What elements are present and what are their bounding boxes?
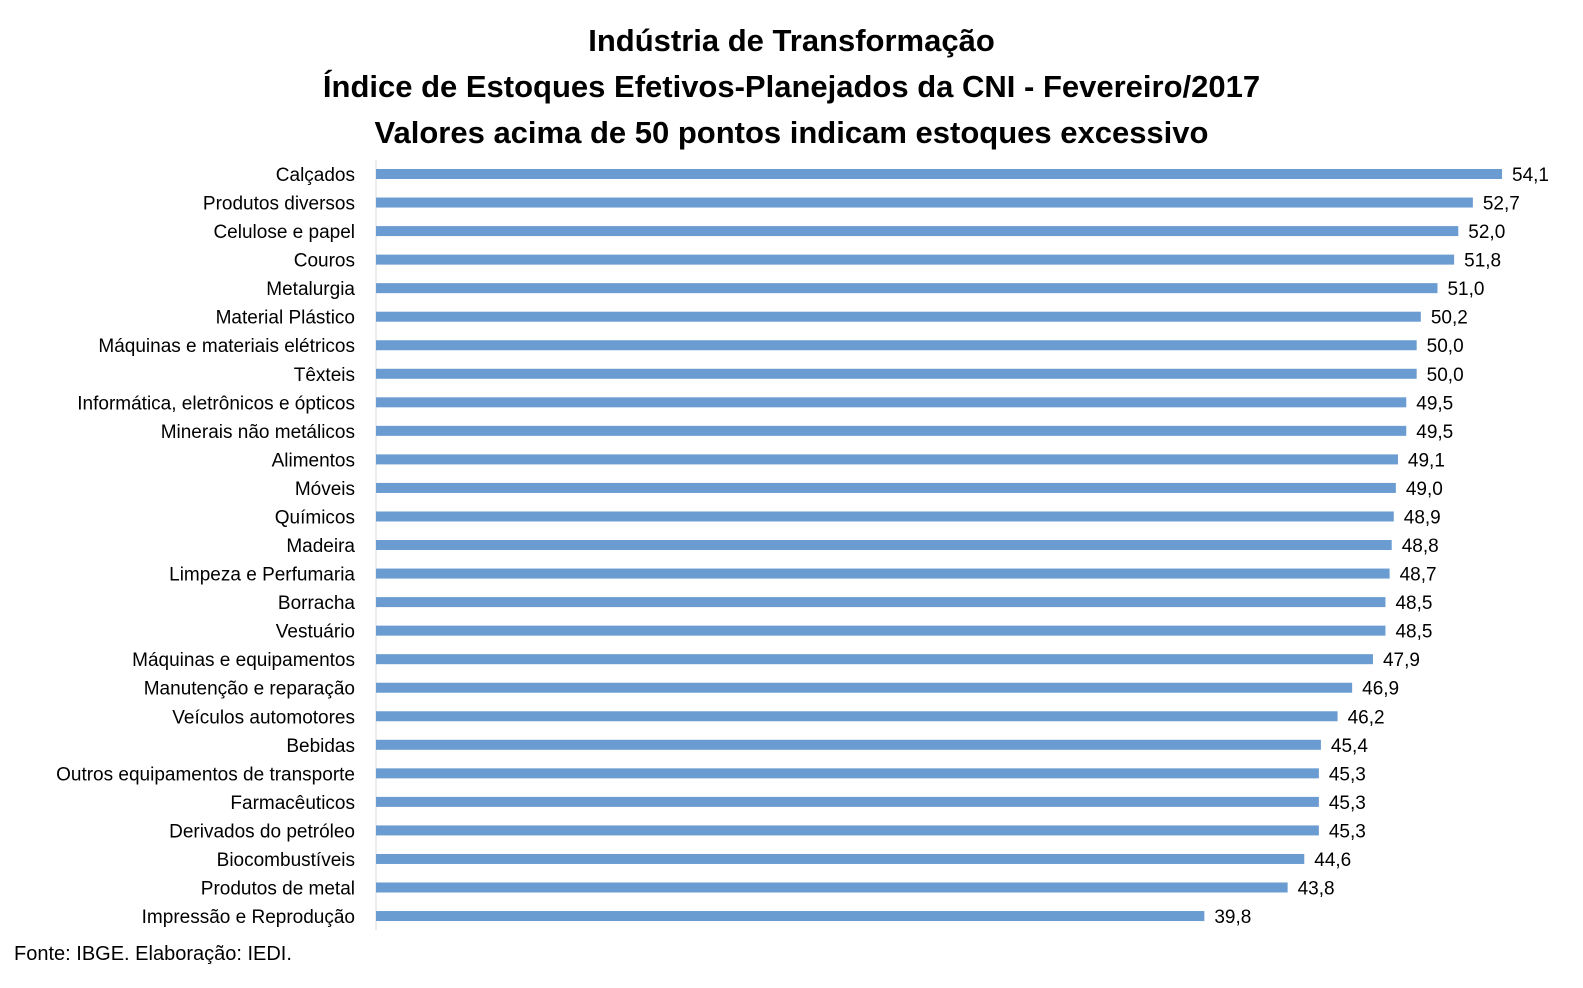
bar bbox=[376, 283, 1438, 294]
category-label: Químicos bbox=[275, 507, 355, 528]
data-label: 49,0 bbox=[1406, 479, 1443, 500]
bar bbox=[376, 511, 1394, 522]
category-label: Calçados bbox=[276, 165, 355, 186]
data-label: 46,9 bbox=[1362, 679, 1399, 700]
source-note: Fonte: IBGE. Elaboração: IEDI. bbox=[14, 943, 292, 965]
data-label: 49,1 bbox=[1408, 450, 1445, 471]
category-label: Informática, eletrônicos e ópticos bbox=[77, 393, 355, 414]
data-label: 48,9 bbox=[1404, 507, 1441, 528]
data-label: 44,6 bbox=[1314, 850, 1351, 871]
bar bbox=[376, 911, 1205, 922]
data-label: 49,5 bbox=[1416, 422, 1453, 443]
category-label: Máquinas e materiais elétricos bbox=[98, 336, 355, 357]
bar bbox=[376, 540, 1392, 551]
bar bbox=[376, 825, 1319, 836]
chart-title-line-3: Valores acima de 50 pontos indicam estoq… bbox=[374, 115, 1209, 150]
chart-title: Indústria de Transformação Índice de Est… bbox=[0, 18, 1583, 156]
bar bbox=[376, 254, 1455, 265]
data-label: 48,7 bbox=[1400, 565, 1437, 586]
bar bbox=[376, 197, 1473, 208]
category-label: Celulose e papel bbox=[213, 222, 355, 243]
category-label: Minerais não metálicos bbox=[161, 422, 355, 443]
data-label: 43,8 bbox=[1298, 879, 1335, 900]
data-label: 48,5 bbox=[1395, 593, 1432, 614]
data-label: 48,5 bbox=[1395, 622, 1432, 643]
bar bbox=[376, 682, 1353, 693]
bar bbox=[376, 853, 1305, 864]
data-label: 47,9 bbox=[1383, 650, 1420, 671]
category-label: Metalurgia bbox=[266, 279, 355, 300]
data-label: 54,1 bbox=[1512, 165, 1549, 186]
chart-title-line-1: Indústria de Transformação bbox=[588, 23, 995, 58]
bar bbox=[376, 796, 1319, 807]
chart-title-line-2: Índice de Estoques Efetivos-Planejados d… bbox=[322, 69, 1261, 104]
data-label: 50,2 bbox=[1431, 308, 1468, 329]
category-label: Biocombustíveis bbox=[217, 850, 355, 871]
data-label: 45,3 bbox=[1329, 764, 1366, 785]
data-label: 48,8 bbox=[1402, 536, 1439, 557]
bar bbox=[376, 625, 1386, 636]
bar bbox=[376, 397, 1407, 408]
category-label: Impressão e Reprodução bbox=[142, 907, 355, 928]
category-label: Material Plástico bbox=[216, 308, 355, 329]
data-label: 51,0 bbox=[1447, 279, 1484, 300]
category-label: Outros equipamentos de transporte bbox=[56, 764, 355, 785]
bar bbox=[376, 654, 1373, 665]
bar bbox=[376, 482, 1396, 493]
category-label: Couros bbox=[294, 251, 355, 272]
category-label: Alimentos bbox=[272, 450, 355, 471]
bar bbox=[376, 739, 1321, 750]
data-label: 50,0 bbox=[1427, 365, 1464, 386]
category-label: Têxteis bbox=[294, 365, 355, 386]
bar bbox=[376, 568, 1390, 579]
bar bbox=[376, 226, 1459, 237]
category-label: Limpeza e Perfumaria bbox=[169, 565, 355, 586]
bar bbox=[376, 368, 1417, 379]
data-label: 46,2 bbox=[1348, 707, 1385, 728]
data-label: 50,0 bbox=[1427, 336, 1464, 357]
category-label: Móveis bbox=[295, 479, 355, 500]
bar bbox=[376, 425, 1407, 436]
category-label: Derivados do petróleo bbox=[169, 821, 355, 842]
data-label: 52,0 bbox=[1468, 222, 1505, 243]
category-label: Máquinas e equipamentos bbox=[132, 650, 355, 671]
data-label: 45,4 bbox=[1331, 736, 1368, 757]
category-label: Madeira bbox=[286, 536, 355, 557]
bar bbox=[376, 597, 1386, 608]
bar bbox=[376, 768, 1319, 779]
category-label: Bebidas bbox=[286, 736, 355, 757]
data-label: 45,3 bbox=[1329, 793, 1366, 814]
category-label: Produtos diversos bbox=[203, 194, 355, 215]
category-label: Borracha bbox=[278, 593, 356, 614]
data-label: 49,5 bbox=[1416, 393, 1453, 414]
bar bbox=[376, 169, 1502, 179]
bar bbox=[376, 311, 1421, 322]
bar bbox=[376, 454, 1398, 465]
category-label: Veículos automotores bbox=[172, 707, 355, 728]
data-label: 39,8 bbox=[1214, 907, 1251, 928]
bar bbox=[376, 340, 1417, 351]
data-label: 51,8 bbox=[1464, 251, 1501, 272]
data-label: 45,3 bbox=[1329, 821, 1366, 842]
bar bbox=[376, 711, 1338, 722]
data-label: 52,7 bbox=[1483, 194, 1520, 215]
bar bbox=[376, 882, 1288, 893]
category-label: Vestuário bbox=[276, 622, 355, 643]
category-label: Farmacêuticos bbox=[230, 793, 355, 814]
category-label: Produtos de metal bbox=[201, 879, 355, 900]
category-label: Manutenção e reparação bbox=[144, 679, 355, 700]
